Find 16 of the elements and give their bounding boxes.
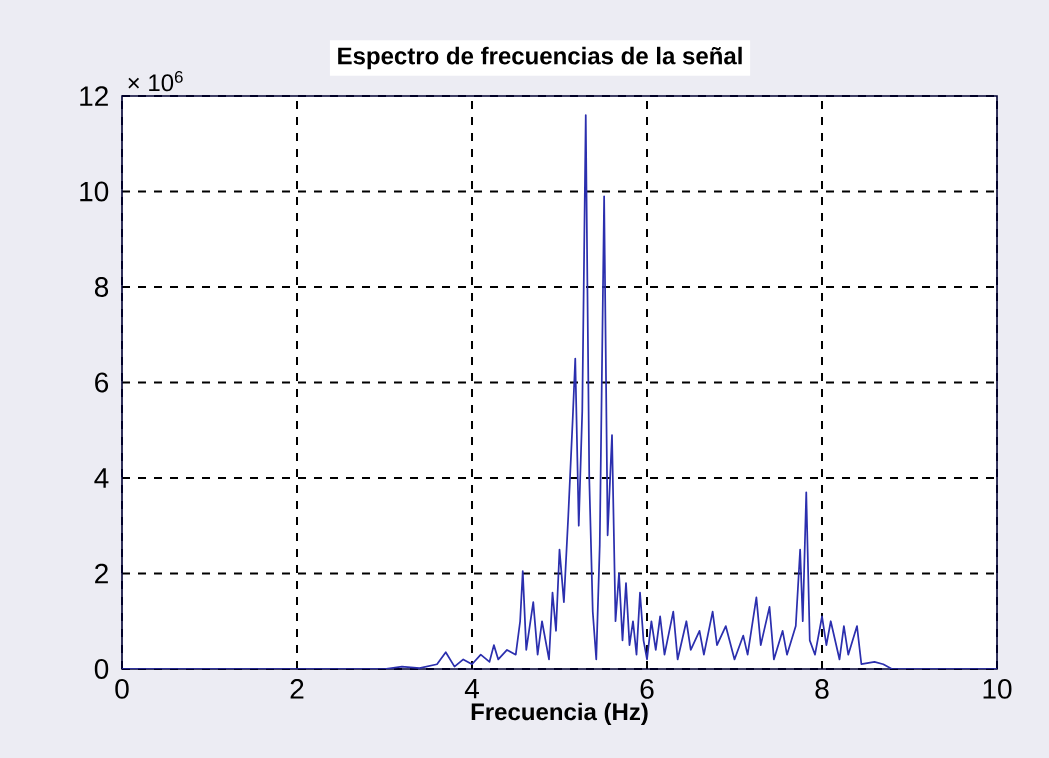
x-tick-label: 2 bbox=[290, 679, 304, 699]
x-tick-label: 8 bbox=[815, 679, 829, 699]
x-tick-label: 4 bbox=[464, 679, 479, 699]
chart-title: Espectro de frecuencias de la señal bbox=[338, 46, 742, 70]
y-tick-label: 8 bbox=[94, 277, 109, 297]
x-tick-label: 6 bbox=[640, 679, 654, 699]
y-tick-label: 6 bbox=[95, 372, 109, 393]
y-tick-label: 0 bbox=[94, 659, 109, 679]
y-tick-label: 2 bbox=[95, 563, 108, 584]
y-tick-label: 4 bbox=[94, 468, 109, 488]
x-tick-label: 10 bbox=[983, 679, 1012, 699]
y-tick-label: 12 bbox=[80, 86, 108, 106]
x-tick-label: 0 bbox=[115, 679, 129, 699]
x-axis-title: Frecuencia (Hz) bbox=[471, 702, 648, 726]
text: × 10$^{6}$ bbox=[128, 70, 183, 92]
y-tick-label: 10 bbox=[80, 181, 109, 202]
